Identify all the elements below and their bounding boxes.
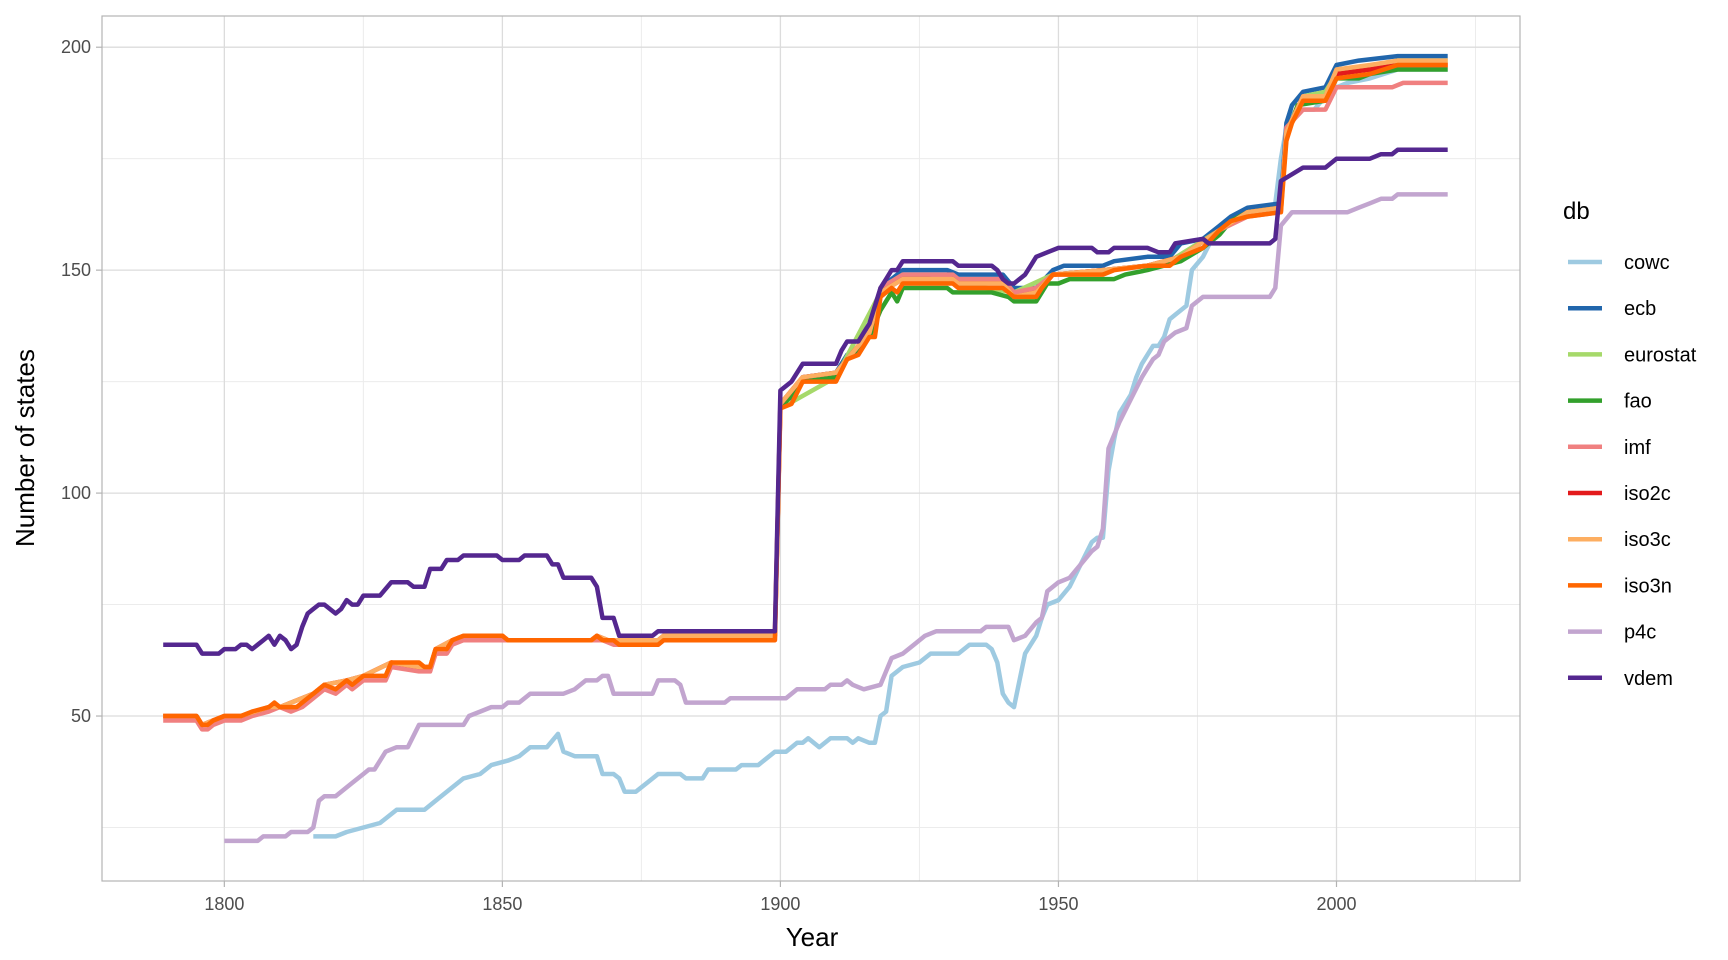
y-tick-label: 50 <box>71 706 91 726</box>
legend-item-vdem: vdem <box>1568 668 1673 690</box>
legend-label-fao: fao <box>1624 391 1652 413</box>
legend-label-vdem: vdem <box>1624 668 1673 690</box>
legend-label-cowc: cowc <box>1624 252 1670 274</box>
legend-item-ecb: ecb <box>1568 298 1656 320</box>
legend-item-iso3n: iso3n <box>1568 575 1672 597</box>
legend-label-ecb: ecb <box>1624 298 1656 320</box>
y-axis: 50 100 150 200 <box>61 37 102 726</box>
x-tick-label: 1850 <box>482 894 522 914</box>
series-line-vdem <box>163 147 1448 656</box>
legend: db cowc ecb eurostat fao imf iso2c iso3c iso3n p… <box>1563 198 1697 690</box>
legend-label-iso3n: iso3n <box>1624 575 1672 597</box>
legend-label-iso2c: iso2c <box>1624 483 1671 505</box>
y-tick-label: 200 <box>61 37 91 57</box>
panel-border <box>101 15 1521 882</box>
legend-item-p4c: p4c <box>1568 622 1656 644</box>
legend-label-eurostat: eurostat <box>1624 344 1697 366</box>
legend-item-eurostat: eurostat <box>1568 344 1697 366</box>
legend-label-iso3c: iso3c <box>1624 529 1671 551</box>
x-tick-label: 1950 <box>1038 894 1078 914</box>
legend-label-p4c: p4c <box>1624 622 1656 644</box>
legend-label-imf: imf <box>1624 437 1651 459</box>
x-axis: 1800 1850 1900 1950 2000 <box>204 881 1357 914</box>
series-lines <box>163 53 1448 844</box>
series-line-p4c <box>224 192 1448 844</box>
y-axis-title: Number of states <box>10 349 40 547</box>
grid <box>102 16 1520 881</box>
legend-item-iso2c: iso2c <box>1568 483 1671 505</box>
x-tick-label: 1900 <box>760 894 800 914</box>
legend-title: db <box>1563 198 1590 225</box>
y-tick-label: 100 <box>61 483 91 503</box>
legend-item-iso3c: iso3c <box>1568 529 1671 551</box>
series-line-cowc <box>313 67 1448 839</box>
x-tick-label: 2000 <box>1316 894 1356 914</box>
legend-item-imf: imf <box>1568 437 1651 459</box>
legend-item-fao: fao <box>1568 391 1652 413</box>
x-tick-label: 1800 <box>204 894 244 914</box>
legend-item-cowc: cowc <box>1568 252 1670 274</box>
x-axis-title: Year <box>786 922 839 952</box>
legend-items: cowc ecb eurostat fao imf iso2c iso3c iso3n p4c v… <box>1568 252 1697 690</box>
series-line-fao <box>778 67 1448 410</box>
y-tick-label: 150 <box>61 260 91 280</box>
